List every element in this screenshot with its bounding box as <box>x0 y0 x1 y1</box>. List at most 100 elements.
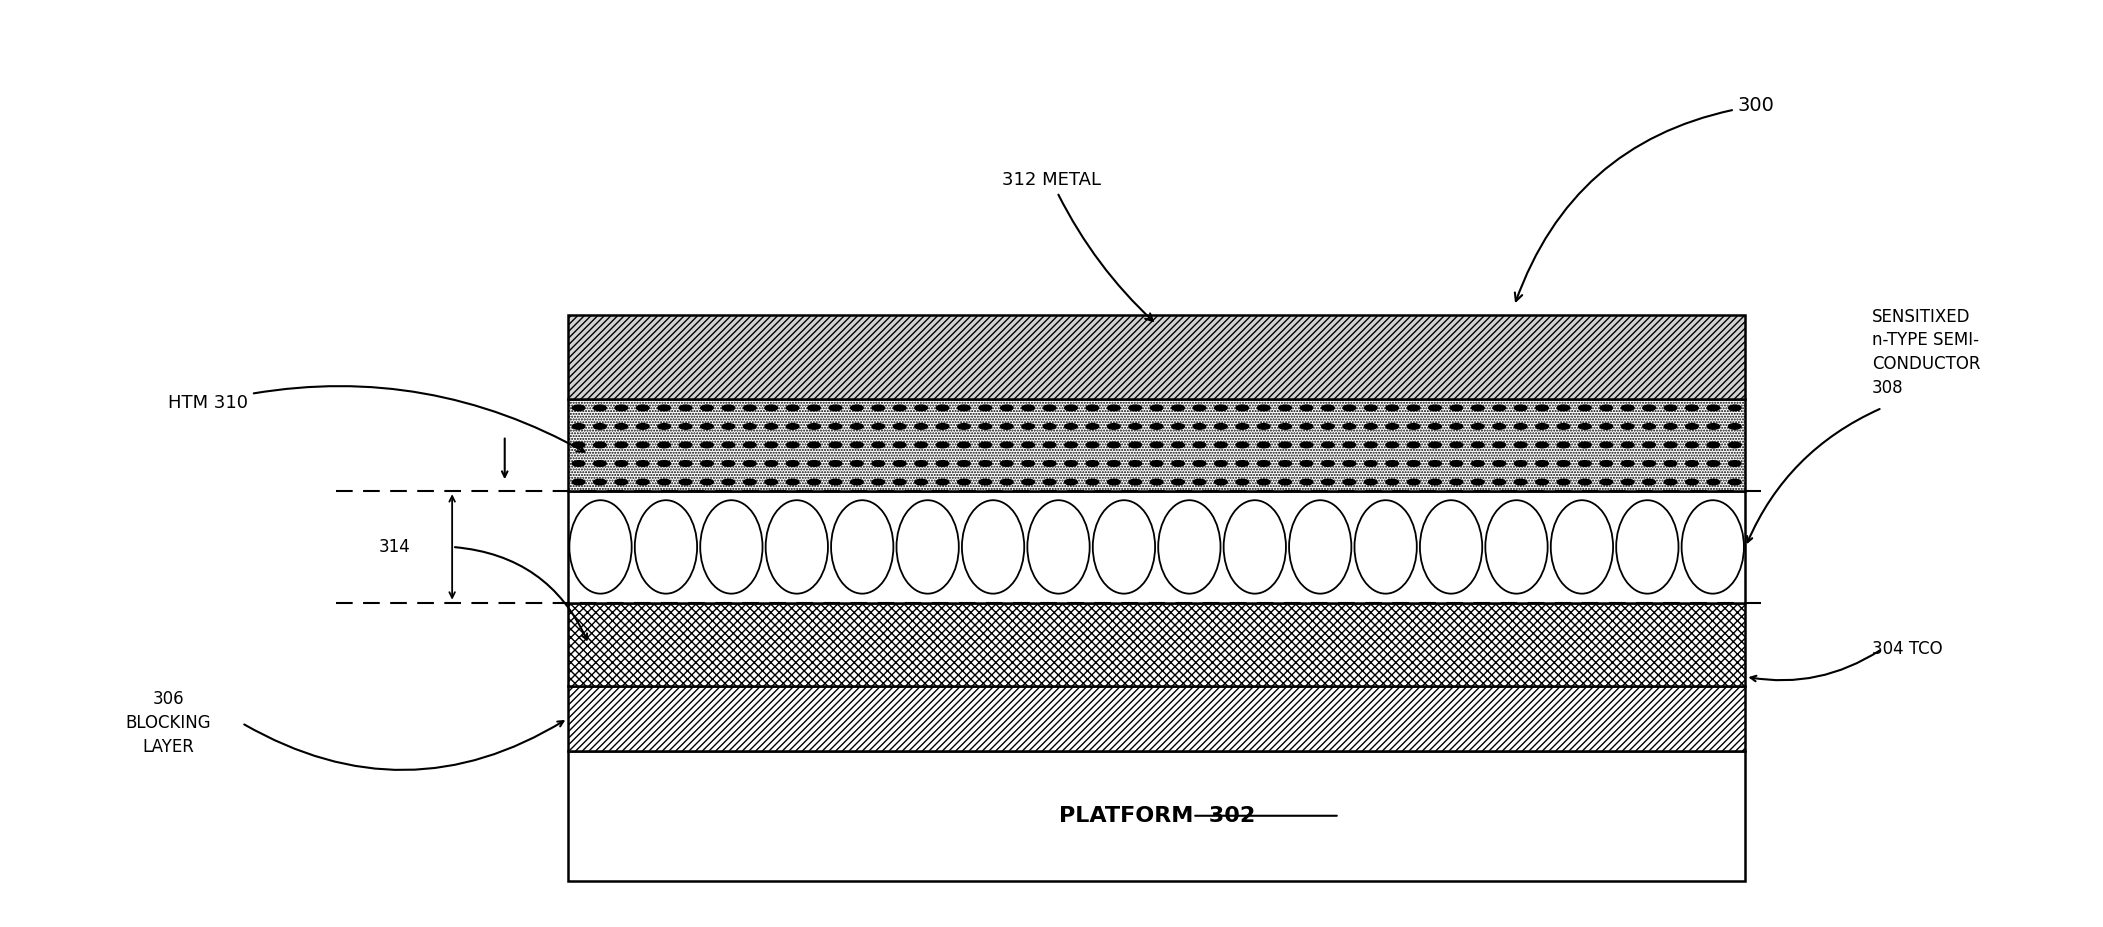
Circle shape <box>787 479 799 485</box>
Circle shape <box>593 461 606 466</box>
Circle shape <box>787 424 799 429</box>
Circle shape <box>614 479 627 485</box>
Circle shape <box>1428 461 1441 466</box>
Circle shape <box>1108 405 1121 411</box>
Circle shape <box>1556 442 1569 448</box>
Circle shape <box>679 461 692 466</box>
Circle shape <box>1129 424 1142 429</box>
Circle shape <box>1321 479 1333 485</box>
Circle shape <box>1085 442 1098 448</box>
Circle shape <box>1300 479 1312 485</box>
Circle shape <box>1386 479 1398 485</box>
Circle shape <box>1472 424 1485 429</box>
Circle shape <box>765 442 778 448</box>
Circle shape <box>1642 442 1655 448</box>
Circle shape <box>1279 442 1291 448</box>
Circle shape <box>808 461 820 466</box>
Circle shape <box>1579 442 1592 448</box>
Circle shape <box>1108 424 1121 429</box>
Circle shape <box>1708 405 1720 411</box>
Circle shape <box>721 479 734 485</box>
Circle shape <box>1150 405 1163 411</box>
Circle shape <box>1472 479 1485 485</box>
Circle shape <box>744 424 757 429</box>
Circle shape <box>1472 461 1485 466</box>
Circle shape <box>1493 479 1506 485</box>
Circle shape <box>936 479 948 485</box>
Circle shape <box>1171 424 1184 429</box>
Circle shape <box>1192 442 1205 448</box>
Circle shape <box>1365 442 1377 448</box>
Circle shape <box>1407 442 1420 448</box>
Circle shape <box>1216 442 1228 448</box>
Circle shape <box>1621 424 1634 429</box>
Circle shape <box>1386 424 1398 429</box>
Circle shape <box>744 405 757 411</box>
Circle shape <box>957 442 969 448</box>
Circle shape <box>1600 442 1613 448</box>
Circle shape <box>957 424 969 429</box>
Circle shape <box>765 461 778 466</box>
Circle shape <box>1451 405 1464 411</box>
Circle shape <box>1258 442 1270 448</box>
Ellipse shape <box>570 501 631 593</box>
Circle shape <box>1556 461 1569 466</box>
Circle shape <box>721 461 734 466</box>
Circle shape <box>980 424 993 429</box>
Circle shape <box>1428 405 1441 411</box>
Circle shape <box>1237 461 1249 466</box>
Circle shape <box>637 461 650 466</box>
Circle shape <box>1216 461 1228 466</box>
Circle shape <box>1729 424 1741 429</box>
Circle shape <box>1043 405 1056 411</box>
Ellipse shape <box>1682 501 1743 593</box>
Circle shape <box>1663 479 1676 485</box>
Circle shape <box>1493 405 1506 411</box>
Circle shape <box>1085 479 1098 485</box>
Circle shape <box>915 405 927 411</box>
Circle shape <box>1258 424 1270 429</box>
Circle shape <box>1708 461 1720 466</box>
Circle shape <box>1085 405 1098 411</box>
Circle shape <box>1535 405 1548 411</box>
Circle shape <box>593 442 606 448</box>
Circle shape <box>1687 405 1699 411</box>
Circle shape <box>1579 461 1592 466</box>
Circle shape <box>658 424 671 429</box>
Circle shape <box>1729 479 1741 485</box>
Text: SENSITIXED
n-TYPE SEMI-
CONDUCTOR
308: SENSITIXED n-TYPE SEMI- CONDUCTOR 308 <box>1872 308 1981 397</box>
Circle shape <box>593 479 606 485</box>
Circle shape <box>1451 442 1464 448</box>
Circle shape <box>572 479 585 485</box>
Circle shape <box>829 442 841 448</box>
Circle shape <box>894 479 906 485</box>
Circle shape <box>873 442 885 448</box>
Circle shape <box>614 442 627 448</box>
Circle shape <box>1535 479 1548 485</box>
Circle shape <box>1258 461 1270 466</box>
Circle shape <box>808 479 820 485</box>
Circle shape <box>1279 405 1291 411</box>
Circle shape <box>894 405 906 411</box>
Circle shape <box>614 424 627 429</box>
Circle shape <box>1472 405 1485 411</box>
Circle shape <box>1279 461 1291 466</box>
Circle shape <box>1237 424 1249 429</box>
Bar <box>568 315 1745 399</box>
Circle shape <box>1279 424 1291 429</box>
Circle shape <box>1621 405 1634 411</box>
Circle shape <box>1428 424 1441 429</box>
Circle shape <box>1407 405 1420 411</box>
Circle shape <box>894 461 906 466</box>
Circle shape <box>915 442 927 448</box>
Ellipse shape <box>961 501 1024 593</box>
Circle shape <box>1300 461 1312 466</box>
Ellipse shape <box>700 501 763 593</box>
Circle shape <box>1556 479 1569 485</box>
Circle shape <box>957 405 969 411</box>
Circle shape <box>1493 442 1506 448</box>
Circle shape <box>1344 405 1356 411</box>
Circle shape <box>829 405 841 411</box>
Circle shape <box>829 424 841 429</box>
Text: HTM 310: HTM 310 <box>168 386 585 451</box>
